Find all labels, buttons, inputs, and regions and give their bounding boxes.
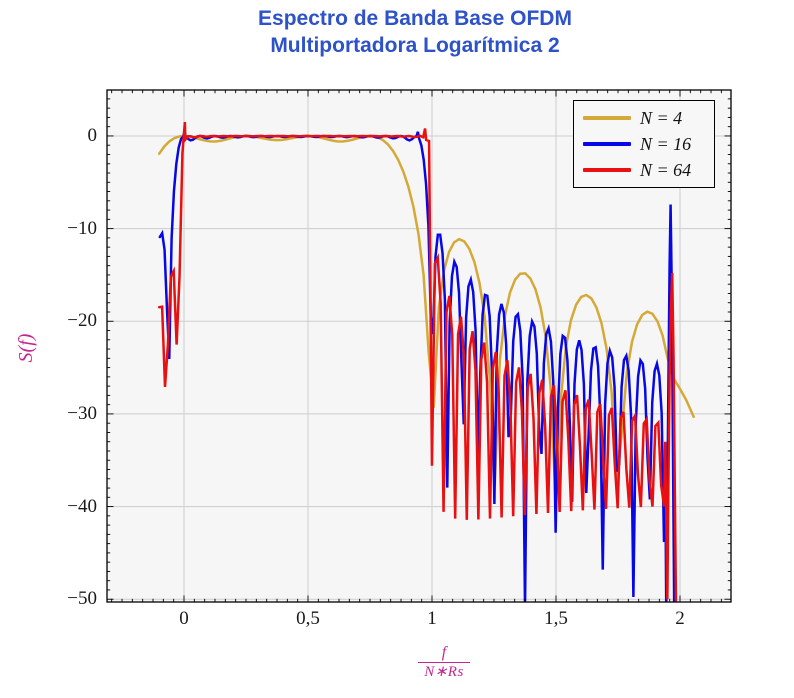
y-tick-label: −10 <box>67 217 97 239</box>
legend-line-sample <box>583 116 631 120</box>
y-tick-label: −40 <box>67 495 97 517</box>
chart-title-line2: Multiportadora Logarítmica 2 <box>270 34 560 57</box>
chart-title-line1: Espectro de Banda Base OFDM <box>258 7 572 30</box>
y-tick-label: 0 <box>87 124 98 146</box>
legend-entry: N = 64 <box>574 157 714 183</box>
y-axis-label: S(f) <box>15 333 37 363</box>
x-axis-label-denominator: N∗Rs <box>424 664 464 680</box>
series-lines <box>157 121 695 602</box>
x-tick-label: 0,5 <box>296 608 320 629</box>
legend-entry: N = 16 <box>574 131 714 157</box>
x-tick-label: 2 <box>675 608 685 629</box>
legend-entry: N = 4 <box>574 105 714 131</box>
y-tick-label: −50 <box>67 588 97 610</box>
x-tick-label: 1 <box>427 608 437 629</box>
series-line-N64 <box>157 121 678 602</box>
legend-label: N = 4 <box>640 107 683 128</box>
legend: N = 4 N = 16 N = 64 <box>573 100 715 188</box>
y-axis-tick-labels: 0 −10 −20 −30 −40 −50 <box>0 0 97 698</box>
x-axis-tick-labels: 0 0,5 1 1,5 2 <box>0 608 794 632</box>
legend-label: N = 64 <box>640 159 692 180</box>
chart-title: Espectro de Banda Base OFDM Multiportado… <box>40 5 790 59</box>
legend-line-sample <box>583 142 631 146</box>
x-tick-label: 0 <box>179 608 189 629</box>
plot-border <box>106 89 732 603</box>
legend-label: N = 16 <box>640 133 692 154</box>
legend-line-sample <box>583 168 631 172</box>
x-axis-label-numerator: f <box>441 644 447 661</box>
y-tick-label: −30 <box>67 402 97 424</box>
x-tick-label: 1,5 <box>544 608 568 629</box>
y-tick-label: −20 <box>67 310 97 332</box>
fraction-bar <box>418 662 470 663</box>
x-axis-label: f N∗Rs <box>398 644 490 680</box>
